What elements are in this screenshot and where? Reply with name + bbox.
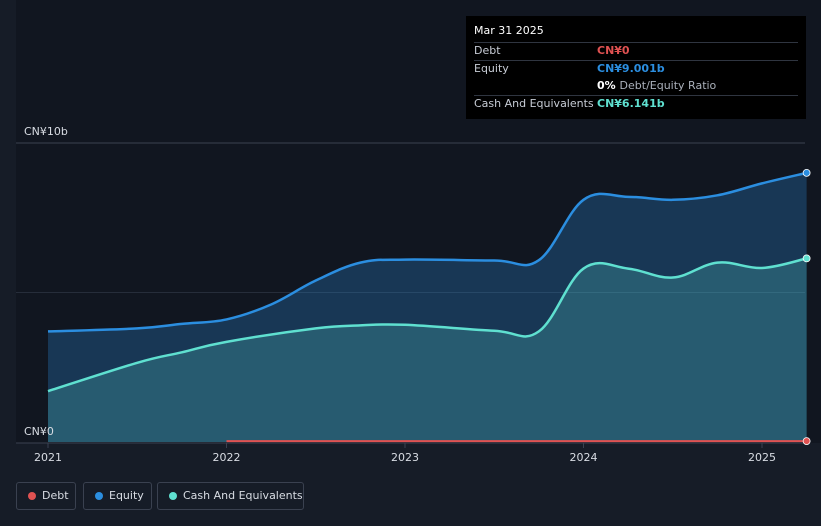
- legend-dot-cash: [169, 492, 177, 500]
- y-tick-label-top: CN¥10b: [24, 125, 68, 138]
- legend-label-equity: Equity: [109, 489, 144, 502]
- line-equity[interactable]: [47, 171, 807, 333]
- endpoint-equity[interactable]: [802, 168, 811, 177]
- legend-label-debt: Debt: [42, 489, 69, 502]
- x-tick-label-2021: 2021: [34, 451, 62, 464]
- legend-label-cash: Cash And Equivalents: [183, 489, 303, 502]
- area-equity: [48, 172, 807, 442]
- tooltip-value-equity: CN¥9.001b: [597, 62, 665, 75]
- tooltip-value-cash: CN¥6.141b: [597, 97, 665, 110]
- tooltip-value-debt: CN¥0: [597, 44, 630, 57]
- legend-item-debt[interactable]: Debt: [16, 482, 76, 510]
- tooltip-label-debt: Debt: [474, 44, 501, 57]
- tooltip-ratio-label: Debt/Equity Ratio: [619, 79, 717, 92]
- tooltip-label-equity: Equity: [474, 62, 509, 75]
- balance-sheet-chart[interactable]: 2021 2022 2023 2024 2025: [0, 0, 821, 470]
- legend-item-cash[interactable]: Cash And Equivalents: [157, 482, 304, 510]
- legend-dot-equity: [95, 492, 103, 500]
- endpoint-debt[interactable]: [802, 437, 811, 446]
- y-tick-label-bottom: CN¥0: [24, 425, 54, 438]
- legend-dot-debt: [28, 492, 36, 500]
- tooltip-row-ratio: 0% Debt/Equity Ratio: [474, 78, 798, 95]
- tooltip-row-debt: Debt CN¥0: [474, 42, 798, 60]
- tooltip-label-cash: Cash And Equivalents: [474, 97, 594, 110]
- tooltip-row-cash: Cash And Equivalents CN¥6.141b: [474, 95, 798, 113]
- data-tooltip: Mar 31 2025 Debt CN¥0 Equity CN¥9.001b 0…: [466, 16, 806, 119]
- endpoint-cash-and-equivalents[interactable]: [802, 254, 811, 263]
- legend-item-equity[interactable]: Equity: [83, 482, 152, 510]
- tooltip-row-equity: Equity CN¥9.001b: [474, 60, 798, 78]
- area-cash-and-equivalents: [48, 258, 807, 442]
- x-tick-label-2023: 2023: [391, 451, 419, 464]
- x-tick-label-2025: 2025: [748, 451, 776, 464]
- x-tick-label-2022: 2022: [213, 451, 241, 464]
- tooltip-date: Mar 31 2025: [474, 24, 544, 37]
- tooltip-value-ratio: 0%: [597, 79, 616, 92]
- line-cash-and-equivalents[interactable]: [47, 257, 807, 393]
- x-tick-label-2024: 2024: [570, 451, 598, 464]
- tooltip-ratio: 0% Debt/Equity Ratio: [597, 78, 716, 94]
